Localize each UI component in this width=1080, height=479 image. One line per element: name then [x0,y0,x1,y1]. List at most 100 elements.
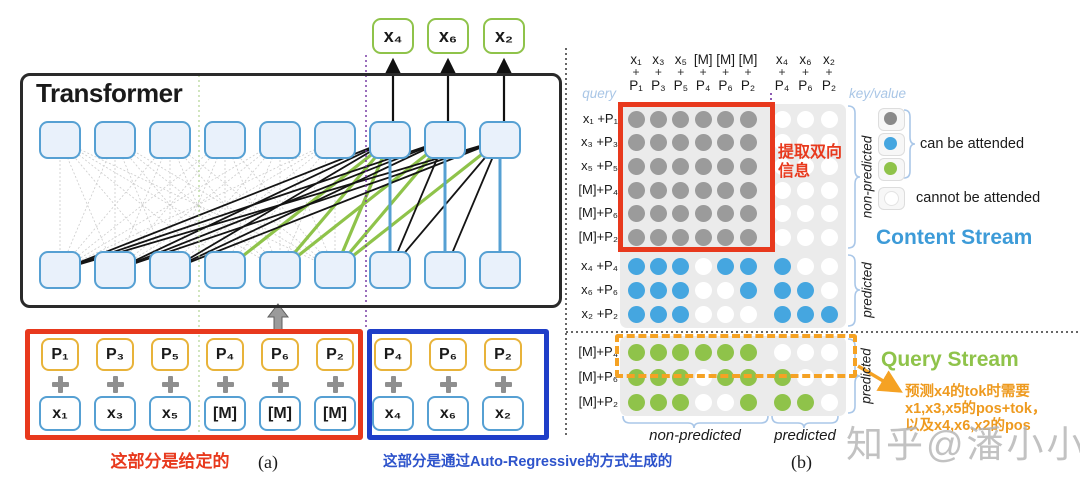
attention-dot [739,228,757,246]
attention-dot [773,157,791,175]
content-token-box: x₂ [482,396,524,431]
attention-dot [820,181,838,199]
column-token-label: x₂ [823,52,835,67]
column-token-label: x₃ [652,52,665,67]
attention-dot [694,305,712,323]
attention-dot [717,305,735,323]
attention-dot [649,110,667,128]
attention-dot [739,204,757,222]
attention-dot [649,228,667,246]
attention-lines [59,138,502,272]
panel-a-label: (a) [258,452,278,472]
matrix-column-header: x₄ + P₄ [767,53,797,93]
column-plus-label: + [778,65,786,79]
column-position-label: P₆ [718,78,733,93]
column-position-label: P₂ [821,78,837,93]
attention-dot [717,257,735,275]
query-axis-label: query [582,86,616,101]
output-token-box: x₂ [483,18,525,54]
transformer-cell [259,121,301,159]
attention-dot [717,157,735,175]
keyvalue-axis-label: key/value [849,86,907,101]
attention-dot [672,343,690,361]
transformer-cell [479,251,521,289]
watermark: 知乎@潘小小 [846,424,1080,465]
transformer-cell [259,251,301,289]
column-plus-label: + [654,65,662,79]
attention-dot [627,228,645,246]
content-token-box: [M] [314,396,356,431]
attention-dot [739,343,757,361]
attention-dot [820,281,838,299]
column-plus-label: + [677,65,685,79]
attention-dot [739,157,757,175]
white-dot-icon [884,191,899,206]
attention-dot [694,204,712,222]
column-position-label: P₄ [695,78,711,93]
attention-dot [739,133,757,151]
attention-dot [773,133,791,151]
attention-dot [672,305,690,323]
attention-dot [820,228,838,246]
position-token-box: P₄ [206,338,244,371]
attention-dot [820,133,838,151]
plus-icon [494,376,512,393]
legend-can-label: can be attended [920,136,1025,152]
attention-dot [672,110,690,128]
matrix-column-header: x₂ + P₂ [814,52,844,93]
attention-dot [797,257,814,275]
attention-dot [773,110,791,128]
attention-dot [797,393,814,411]
matrix-column-header: x₃ + P₃ [643,52,673,93]
generated-caption: 这部分是通过Auto-Regressive的方式生成的 [383,454,673,470]
attention-dot [797,228,814,246]
attention-dot [797,305,814,323]
attention-dot [694,181,712,199]
legend-swatch-gray [878,108,905,131]
attention-dot [627,305,645,323]
gray-dot-icon [884,112,897,125]
transformer-cell [369,121,411,159]
attention-dot [672,181,690,199]
content-token-box: [M] [259,396,301,431]
transformer-cell [314,121,356,159]
output-token-label: x₂ [494,25,513,46]
attention-dot [717,110,735,128]
plus-icon [384,376,402,393]
panel-b-label: (b) [791,452,812,472]
transformer-cell [424,251,466,289]
matrix-column-header: [M] + P₆ [711,53,741,93]
column-token-label: [M] [693,52,713,67]
transformer-title: Transformer [36,78,183,108]
attention-dot [773,257,791,275]
attention-dot [627,133,645,151]
transformer-cell [149,251,191,289]
transformer-cell [39,121,81,159]
attention-dot [649,343,667,361]
attention-dot [739,393,757,411]
column-position-label: P₃ [651,78,666,93]
legend-swatch-blue [878,133,905,156]
attention-dot [797,343,814,361]
attention-dot [649,133,667,151]
matrix-column-header: x₁ + P₁ [621,53,651,93]
attention-dot [773,281,791,299]
output-arrows [385,57,512,123]
attention-dot [739,110,757,128]
position-token-box: P₂ [484,338,522,371]
bottom-label-non-predicted: non-predicted [649,427,741,444]
content-token-box: x₃ [94,396,136,431]
output-token-label: x₆ [438,25,458,46]
position-token-box: P₁ [41,338,79,371]
attention-dot [649,257,667,275]
attention-dot [820,110,838,128]
transformer-cell [204,251,246,289]
attention-dot [649,305,667,323]
attention-dot [649,204,667,222]
attention-dot [820,157,838,175]
attention-dot [739,257,757,275]
attention-dot [672,393,690,411]
attention-dot [773,343,791,361]
bidirectional-highlight-rect [618,102,775,252]
